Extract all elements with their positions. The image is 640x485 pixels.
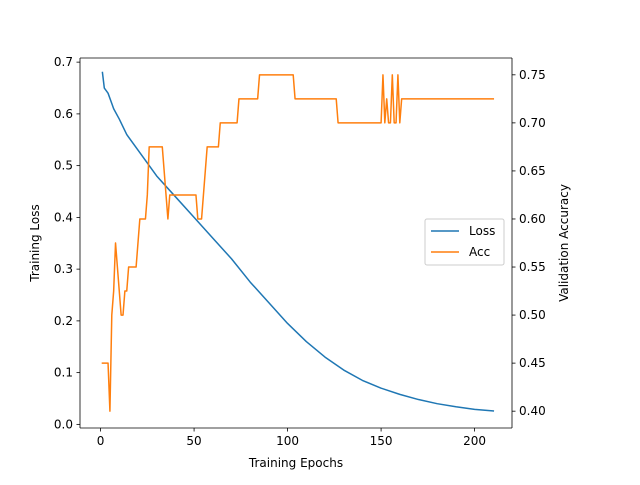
plot-layer xyxy=(101,71,495,412)
y-left-tick-label: 0.3 xyxy=(54,262,73,276)
series-line-acc xyxy=(101,74,495,412)
y-left-tick-label: 0.0 xyxy=(54,417,73,431)
x-tick-label: 0 xyxy=(97,434,105,448)
x-tick-label: 100 xyxy=(276,434,299,448)
y-right-axis-label: Validation Accuracy xyxy=(557,184,571,302)
y-left-tick-label: 0.7 xyxy=(54,55,73,69)
legend: Loss Acc xyxy=(424,218,505,266)
axes-layer: 0 50 100 150 200 0.0 0.1 0.2 0.3 0.4 0.5 0.6 0.7 0.40… xyxy=(28,55,571,470)
y-right-tick-label: 0.70 xyxy=(519,116,546,130)
y-left-axis-label: Training Loss xyxy=(28,204,42,282)
y-left-tick-label: 0.5 xyxy=(54,159,73,173)
y-left-tick-label: 0.6 xyxy=(54,107,73,121)
legend-label-acc: Acc xyxy=(469,245,490,259)
y-right-tick-label: 0.40 xyxy=(519,404,546,418)
legend-label-loss: Loss xyxy=(469,224,495,238)
y-right-tick-label: 0.50 xyxy=(519,308,546,322)
y-left-tick-label: 0.2 xyxy=(54,314,73,328)
x-axis-label: Training Epochs xyxy=(248,456,343,470)
x-tick-label: 50 xyxy=(186,434,201,448)
y-right-tick-label: 0.45 xyxy=(519,356,546,370)
y-left-tick-label: 0.4 xyxy=(54,210,73,224)
y-right-tick-label: 0.60 xyxy=(519,212,546,226)
y-right-tick-label: 0.75 xyxy=(519,68,546,82)
y-left-tick-label: 0.1 xyxy=(54,366,73,380)
x-tick-label: 200 xyxy=(463,434,486,448)
y-right-tick-label: 0.55 xyxy=(519,260,546,274)
x-tick-label: 150 xyxy=(370,434,393,448)
series-line-loss xyxy=(101,71,495,412)
y-right-tick-label: 0.65 xyxy=(519,164,546,178)
